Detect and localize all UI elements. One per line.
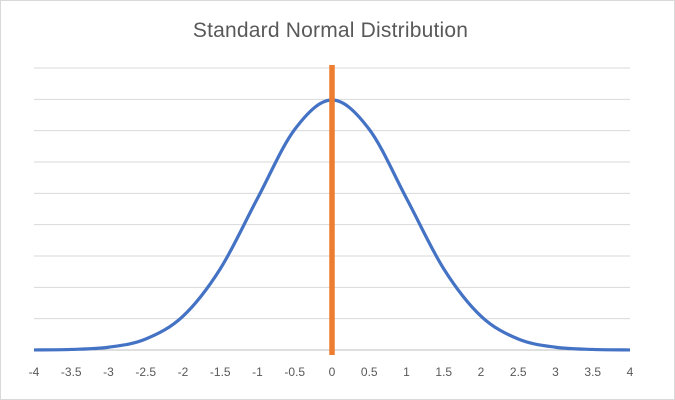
x-tick-label: 2.5	[510, 365, 527, 379]
x-tick-label: -2.5	[135, 365, 156, 379]
x-tick-label: -4	[29, 365, 40, 379]
x-tick-label: -2	[178, 365, 189, 379]
x-tick-label: -1	[252, 365, 263, 379]
x-tick-label: -3.5	[61, 365, 82, 379]
x-tick-label: 2	[478, 365, 485, 379]
x-tick-label: 3.5	[584, 365, 601, 379]
x-tick-label: 0	[329, 365, 336, 379]
x-tick-label: -3	[103, 365, 114, 379]
x-tick-label: 1	[403, 365, 410, 379]
x-tick-label: -0.5	[284, 365, 305, 379]
x-tick-label: -1.5	[210, 365, 231, 379]
x-tick-label: 3	[552, 365, 559, 379]
x-tick-label: 1.5	[435, 365, 452, 379]
x-tick-label: 0.5	[361, 365, 378, 379]
x-tick-label: 4	[627, 365, 634, 379]
chart-title: Standard Normal Distribution	[192, 19, 469, 42]
